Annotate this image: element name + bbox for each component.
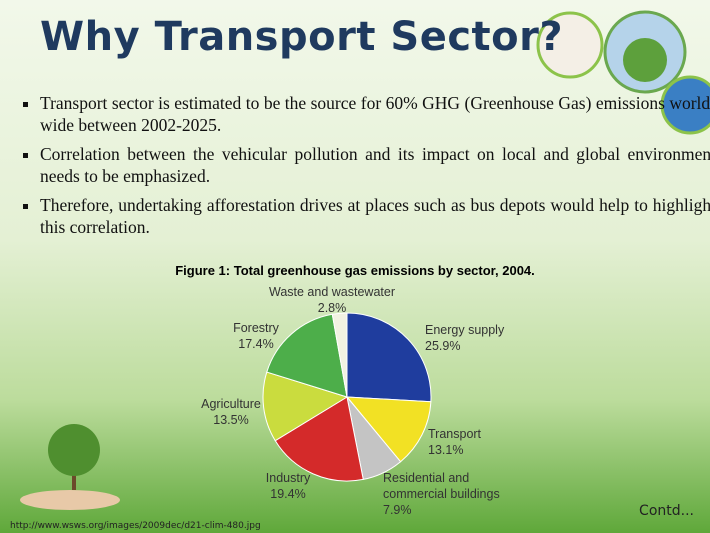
slice-value: 17.4% — [238, 337, 274, 351]
chart-title: Figure 1: Total greenhouse gas emissions… — [175, 263, 535, 278]
pie-slice — [266, 313, 348, 398]
slice-name: Energy supply — [425, 323, 505, 337]
slice-name: Transport — [428, 427, 482, 441]
slice-value: 13.1% — [428, 443, 464, 457]
pie-slice — [274, 396, 364, 482]
slice-label: Waste and wastewater 2.8% — [262, 284, 402, 316]
pie-slice — [262, 371, 349, 442]
pie-slice — [345, 396, 432, 463]
slice-name: Industry — [265, 471, 311, 485]
decor-top-right — [536, 10, 710, 135]
bullet: Transport sector is estimated to be the … — [40, 92, 710, 136]
slice-name: Agriculture — [201, 397, 261, 411]
slice-value: 7.9% — [383, 503, 412, 517]
slice-name: Residential and commercial buildings — [383, 471, 500, 501]
slice-value: 19.4% — [270, 487, 306, 501]
slice-label: Agriculture 13.5% — [186, 396, 276, 428]
slice-label: Energy supply 25.9% — [425, 322, 535, 354]
slice-label: Transport 13.1% — [428, 426, 518, 458]
pie — [262, 312, 432, 482]
decor-bottom-left — [20, 424, 120, 510]
continued: Contd... — [639, 503, 694, 519]
slice-label: Industry 19.4% — [248, 470, 328, 502]
slice-value: 2.8% — [317, 301, 347, 315]
slice-label: Residential and commercial buildings 7.9% — [383, 470, 513, 518]
bullet-list: Transport sector is estimated to be the … — [12, 92, 710, 245]
slice-name: Forestry — [233, 321, 279, 335]
bullet: Correlation between the vehicular pollut… — [40, 143, 710, 187]
source-url: http://www.wsws.org/images/2009dec/d21-c… — [10, 521, 261, 531]
slice-name: Waste and wastewater — [269, 285, 395, 299]
pie-slice — [331, 312, 348, 398]
bullet: Therefore, undertaking afforestation dri… — [40, 194, 710, 238]
pie-slice — [346, 312, 432, 403]
slice-value: 13.5% — [213, 413, 249, 427]
slide-title: Why Transport Sector? — [40, 14, 564, 60]
slice-value: 25.9% — [425, 339, 461, 353]
slice-label: Forestry 17.4% — [216, 320, 296, 352]
